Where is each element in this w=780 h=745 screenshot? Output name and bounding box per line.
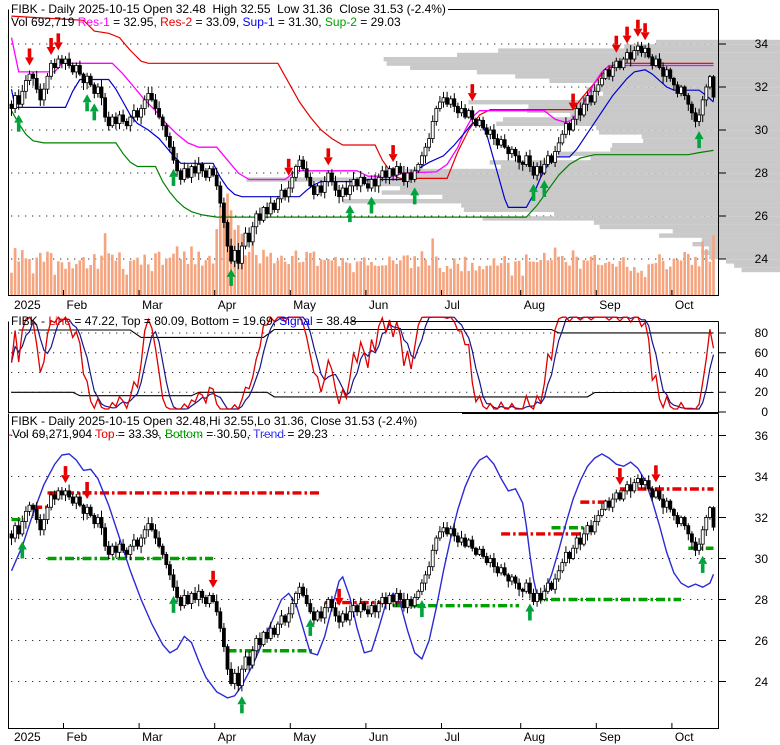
sup1-value: = 31.30, (274, 15, 325, 29)
oscillator-y-axis-label: 20 (754, 385, 768, 400)
top-signal-arrows (14, 19, 704, 286)
trend-label: Trend (253, 427, 285, 441)
top-month-label: 2025 (14, 298, 41, 312)
osc-line-label: Line (48, 314, 72, 328)
bottom-y-axis-label: 34 (754, 469, 768, 484)
osc-signal-label: Signal (279, 314, 313, 328)
top-y-axis-label: 26 (754, 209, 768, 223)
top-month-label: Jun (368, 298, 389, 312)
bottom-month-label: Jun (368, 730, 389, 744)
top-candles (9, 41, 716, 270)
top-month-label: Aug (523, 298, 546, 312)
res2-value: = 33.09, (192, 15, 243, 29)
top-title-text: FIBK - Daily 2025-10-15 Open 32.48 High … (11, 2, 446, 16)
oscillator-y-axis-label: 80 (754, 326, 768, 340)
oscillator-panel (10, 315, 717, 411)
oscillator-panel-legend: FIBK - Line = 47.22, Top = 80.09, Bottom… (11, 315, 356, 328)
osc-values: = 47.22, Top = 80.09, Bottom = 19.69, (71, 314, 280, 328)
top-month-label: May (293, 298, 316, 312)
bottom-month-label: May (293, 730, 316, 744)
top-panel-legend: Vol 692,719 Res-1 = 32.95, Res-2 = 33.09… (11, 16, 401, 29)
bottom-y-axis-label: 26 (754, 633, 768, 648)
top-month-label: Feb (66, 298, 88, 312)
bottom-month-label: Mar (142, 730, 163, 744)
bottom-month-label: 2025 (14, 730, 41, 744)
bottom-line-value: = 30.50, (202, 427, 254, 441)
top-month-label: Jul (444, 298, 460, 312)
trend-line (10, 453, 715, 699)
bottom-y-axis-label: 24 (754, 674, 768, 689)
bottom-month-label: Apr (217, 730, 237, 744)
bottom-y-axis-label: 28 (754, 592, 768, 607)
top-y-axis-label: 32 (754, 80, 768, 94)
sup2-value: = 29.03 (356, 15, 401, 29)
top-y-axis-label: 30 (754, 123, 768, 137)
trend-value: = 29.23 (284, 427, 328, 441)
volume-profile (246, 39, 780, 273)
top-line-value: = 33.39, (114, 427, 165, 441)
top-month-label: Apr (217, 298, 237, 312)
top-borders (8, 9, 726, 296)
oscillator-y-axis-label: 40 (754, 365, 768, 380)
top-y-axis-label: 24 (754, 252, 768, 266)
top-month-label: Sep (599, 298, 621, 312)
top-y-axis-label: 34 (754, 37, 768, 51)
bottom-title-text: FIBK - Daily 2025-10-15 Open 32.48,Hi 32… (11, 414, 418, 428)
oscillator-symbol: FIBK - (11, 314, 49, 328)
res1-value: = 32.95, (109, 15, 161, 29)
bottom-y-axis-label: 36 (754, 428, 768, 443)
sup1-label: Sup-1 (242, 15, 275, 29)
bottom-line-label: Bottom (164, 427, 203, 441)
bottom-volume-value: Vol 69,271,904 (12, 427, 96, 441)
bottom-borders (8, 413, 726, 729)
bottom-panel-legend: -Vol 69,271,904 Top = 33.39, Bottom = 30… (8, 428, 328, 441)
red-tick-mark: - (8, 427, 12, 441)
res1-label: Res-1 (77, 15, 110, 29)
bottom-y-axis-label: 32 (754, 510, 768, 525)
osc-signal-value: = 38.48 (312, 314, 357, 328)
top-y-axis-label: 28 (754, 166, 768, 180)
top-month-label: Mar (142, 298, 163, 312)
bottom-month-label: Feb (66, 730, 88, 744)
bottom-y-axis-label: 30 (754, 551, 768, 566)
oscillator-y-axis-label: 60 (754, 345, 768, 360)
top-panel-title: FIBK - Daily 2025-10-15 Open 32.48 High … (11, 3, 446, 16)
bottom-level-segments (11, 487, 714, 653)
top-month-label: Oct (674, 298, 694, 312)
top-line-label: Top (95, 427, 115, 441)
bottom-signal-arrows (17, 465, 708, 714)
bottom-month-label: Jul (444, 730, 460, 744)
sup2-label: Sup-2 (324, 15, 357, 29)
bottom-candles (9, 474, 716, 692)
bottom-price-panel (11, 435, 717, 682)
bottom-month-label: Oct (674, 730, 694, 744)
res2-label: Res-2 (160, 15, 193, 29)
bottom-panel-title: FIBK - Daily 2025-10-15 Open 32.48,Hi 32… (11, 415, 417, 428)
bottom-month-label: Sep (599, 730, 621, 744)
top-volume-value: Vol 692,719 (11, 15, 78, 29)
oscillator-borders (8, 321, 726, 413)
oscillator-y-axis-label: 0 (761, 405, 768, 419)
bottom-month-label: Aug (523, 730, 546, 744)
